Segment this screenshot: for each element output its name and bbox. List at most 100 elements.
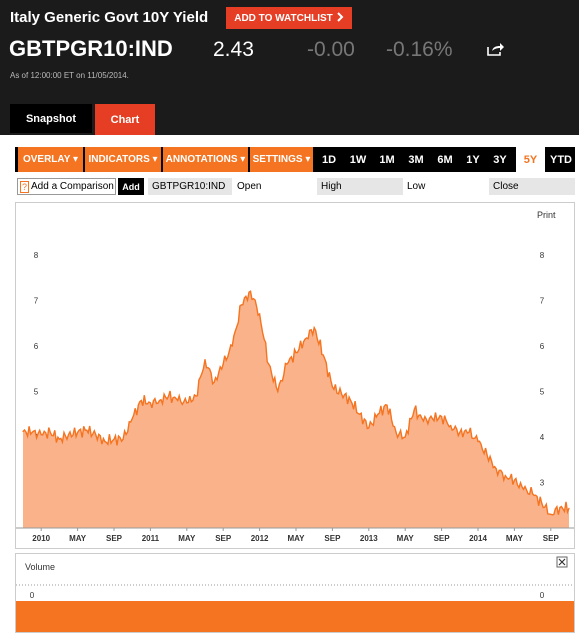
indicators-menu[interactable]: INDICATORS ▾ xyxy=(85,147,161,172)
data-point xyxy=(304,338,306,340)
data-point xyxy=(168,395,170,397)
data-point xyxy=(413,409,415,411)
x-tick-label: 2013 xyxy=(360,534,378,543)
x-tick-label: 2012 xyxy=(251,534,269,543)
y-tick-right: 8 xyxy=(540,251,545,260)
data-point xyxy=(122,438,124,440)
y-tick-left: 7 xyxy=(34,296,39,305)
y-tick-left: 6 xyxy=(34,342,39,351)
chevron-right-icon xyxy=(337,11,344,25)
x-tick-label: 2014 xyxy=(469,534,487,543)
y-tick-right: 7 xyxy=(540,296,545,305)
data-point xyxy=(95,434,97,436)
data-point xyxy=(158,399,161,402)
tab-chart[interactable]: Chart xyxy=(95,104,155,135)
range-3y[interactable]: 3Y xyxy=(493,153,507,166)
field-low: Low xyxy=(407,181,426,192)
data-point xyxy=(559,506,561,509)
y-tick-right: 4 xyxy=(540,433,545,442)
data-point xyxy=(468,431,470,433)
data-point xyxy=(131,418,133,420)
data-point xyxy=(550,513,552,515)
annotations-menu[interactable]: ANNOTATIONS ▾ xyxy=(163,147,248,172)
field-high: High xyxy=(317,178,403,195)
data-point xyxy=(231,345,233,347)
overlay-menu[interactable]: OVERLAY ▾ xyxy=(18,147,83,172)
x-tick-label: MAY xyxy=(397,534,415,543)
data-point xyxy=(58,438,61,440)
share-icon[interactable] xyxy=(487,41,505,57)
data-point xyxy=(67,434,70,436)
data-point xyxy=(532,493,534,495)
data-point xyxy=(204,359,206,361)
data-point xyxy=(441,415,443,418)
data-point xyxy=(541,502,543,504)
data-point xyxy=(222,363,224,365)
y-tick-left: 8 xyxy=(34,251,39,260)
data-point xyxy=(513,479,515,481)
tab-snapshot[interactable]: Snapshot xyxy=(10,104,92,133)
symbol-legend: GBTPGR10:IND xyxy=(148,178,232,195)
x-tick-label: SEP xyxy=(106,534,123,543)
data-point xyxy=(286,363,288,365)
add-comparison-button[interactable]: Add xyxy=(118,178,144,195)
comparison-placeholder: Add a Comparison xyxy=(31,181,114,192)
data-point xyxy=(386,404,388,406)
data-point xyxy=(450,425,452,427)
price-chart[interactable]: Print 3344556677882010MAYSEP2011MAYSEP20… xyxy=(15,202,575,549)
data-point xyxy=(22,430,24,433)
comparison-row: ? Add a Comparison Add GBTPGR10:IND Open… xyxy=(0,178,579,196)
x-tick-label: 2011 xyxy=(142,534,160,543)
volume-tick-right: 0 xyxy=(540,591,545,600)
data-point xyxy=(149,402,151,404)
x-tick-label: MAY xyxy=(506,534,524,543)
data-point xyxy=(40,434,42,436)
volume-chart: Volume 0 0 xyxy=(15,553,575,633)
data-point xyxy=(522,488,525,490)
x-tick-label: 2010 xyxy=(32,534,50,543)
data-point xyxy=(249,290,252,292)
data-point xyxy=(431,418,434,420)
range-6m[interactable]: 6M xyxy=(437,153,453,166)
add-to-watchlist-button[interactable]: ADD TO WATCHLIST xyxy=(226,7,352,29)
data-point xyxy=(277,390,279,392)
volume-label: Volume xyxy=(25,562,55,572)
x-tick-label: MAY xyxy=(178,534,196,543)
volume-bar xyxy=(16,601,574,632)
data-point xyxy=(268,363,270,365)
settings-menu[interactable]: SETTINGS ▾ xyxy=(250,147,313,172)
volume-chart-svg: Volume 0 0 xyxy=(16,556,574,632)
print-link[interactable]: Print xyxy=(537,210,556,220)
range-3m[interactable]: 3M xyxy=(408,153,424,166)
range-1y[interactable]: 1Y xyxy=(466,153,480,166)
security-title: Italy Generic Govt 10Y Yield xyxy=(10,9,209,26)
close-volume-icon[interactable] xyxy=(556,556,568,568)
range-1m[interactable]: 1M xyxy=(379,153,395,166)
help-icon[interactable]: ? xyxy=(20,180,30,193)
last-price: 2.43 xyxy=(213,38,254,61)
range-5y[interactable]: 5Y xyxy=(516,147,545,172)
comparison-input[interactable]: ? Add a Comparison xyxy=(17,178,116,195)
range-1w[interactable]: 1W xyxy=(349,153,367,166)
data-point xyxy=(195,395,197,397)
data-point xyxy=(477,440,479,443)
data-point xyxy=(86,429,88,431)
range-1d[interactable]: 1D xyxy=(321,153,337,166)
data-point xyxy=(395,431,397,433)
y-tick-left: 5 xyxy=(34,387,39,396)
data-point xyxy=(77,431,79,433)
data-point xyxy=(113,438,115,440)
x-tick-label: SEP xyxy=(543,534,560,543)
range-ytd[interactable]: YTD xyxy=(550,153,572,166)
quote-header: Italy Generic Govt 10Y Yield ADD TO WATC… xyxy=(0,0,579,135)
x-tick-label: SEP xyxy=(324,534,341,543)
data-point xyxy=(331,386,333,388)
chart-panel: OVERLAY ▾ INDICATORS ▾ ANNOTATIONS ▾ SET… xyxy=(0,135,579,637)
data-point xyxy=(340,393,343,395)
data-point xyxy=(422,420,424,422)
data-point xyxy=(186,402,188,404)
data-point xyxy=(495,468,497,470)
data-point xyxy=(213,381,215,383)
data-point xyxy=(377,413,379,415)
data-point xyxy=(568,507,570,509)
